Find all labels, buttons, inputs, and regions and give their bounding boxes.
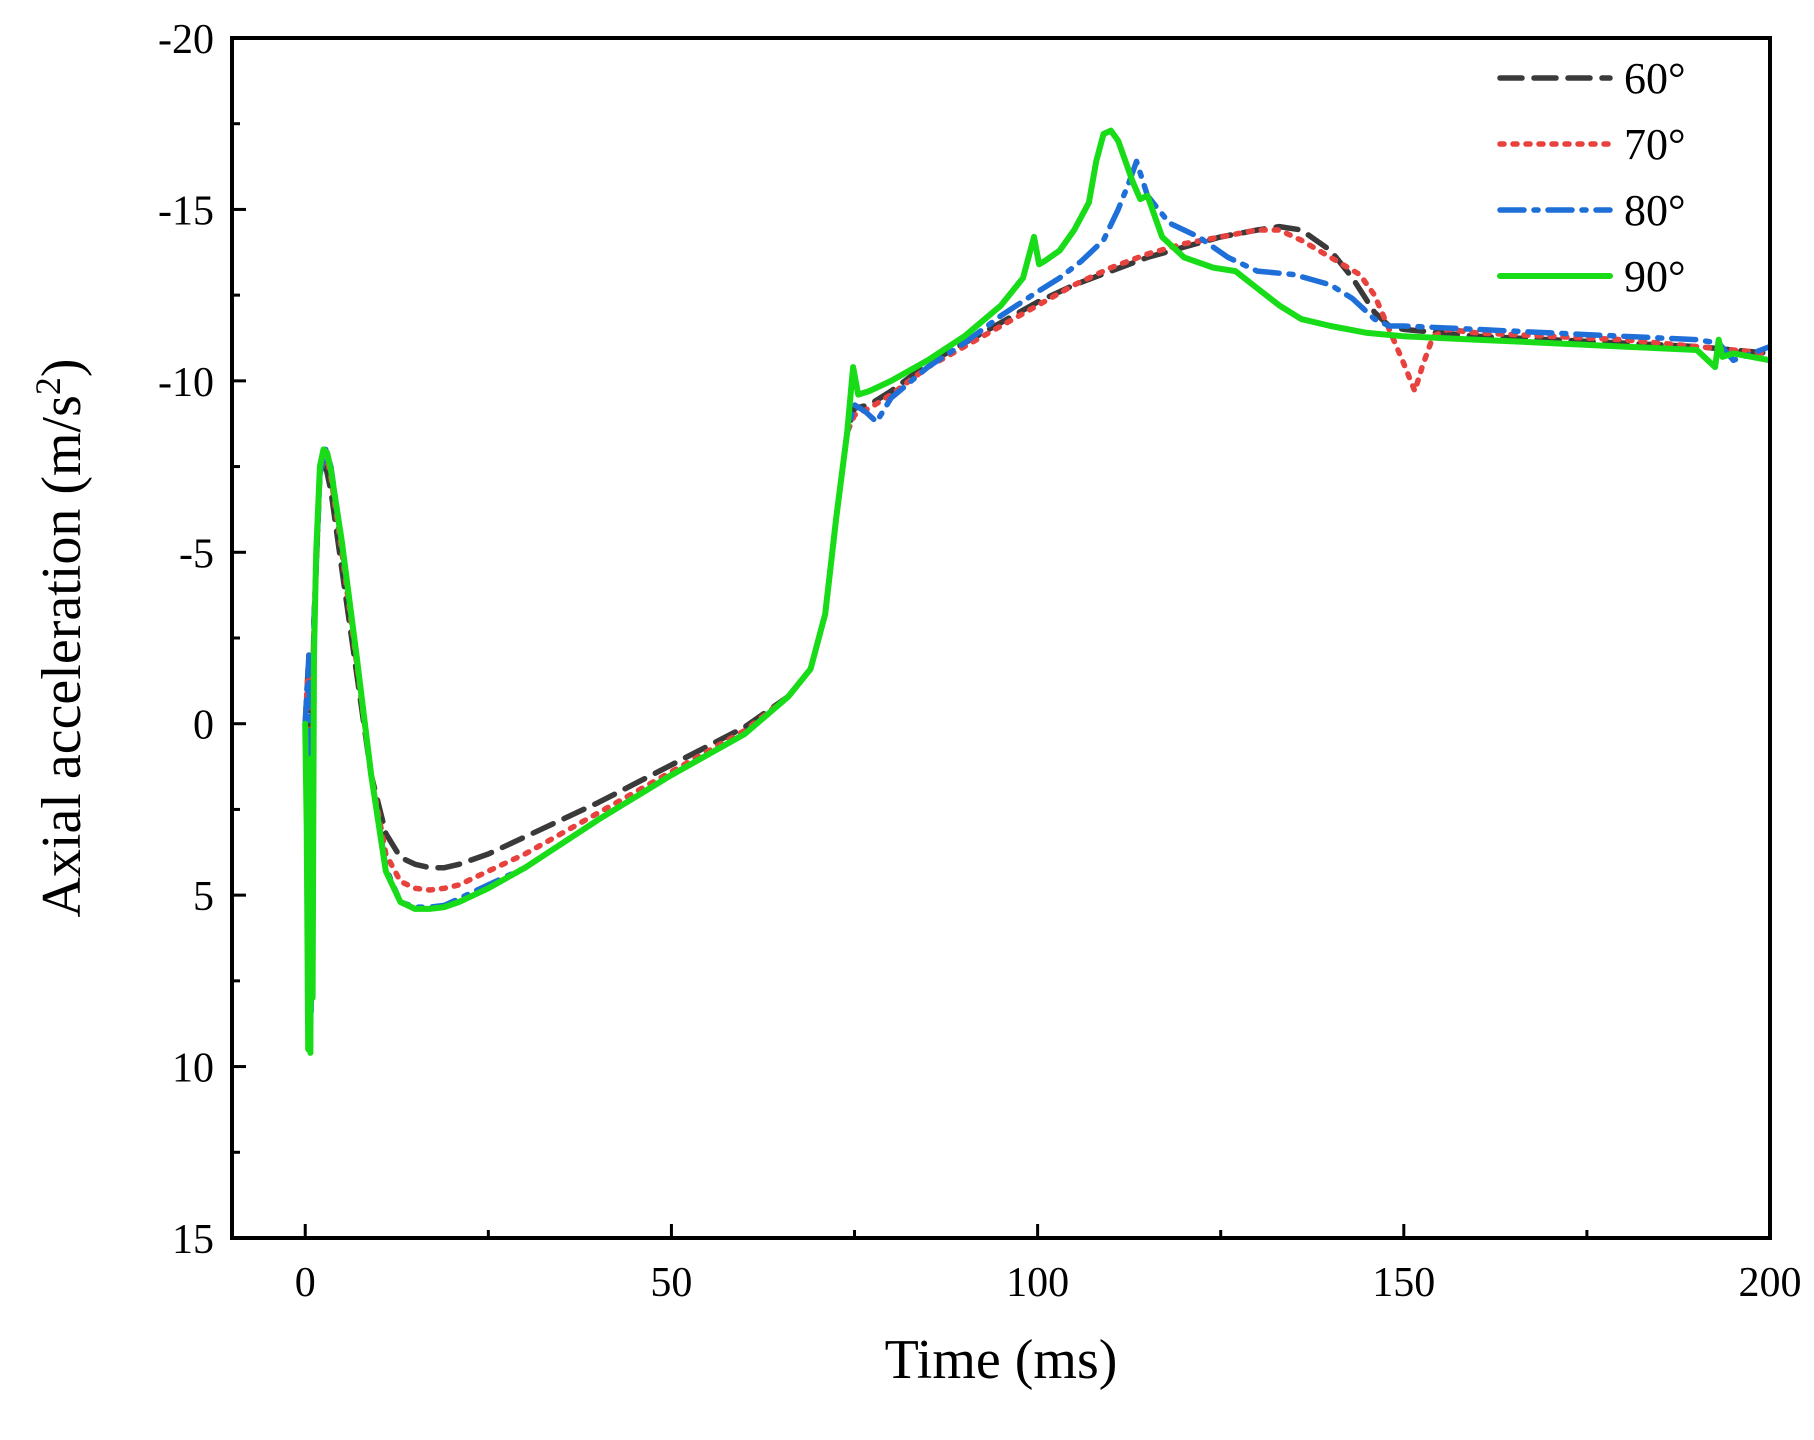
y-tick-label: -10 — [158, 360, 214, 406]
y-tick-label: 15 — [172, 1217, 214, 1263]
y-tick-label: -15 — [158, 188, 214, 234]
y-axis-title-main: Axial acceleration (m/s — [31, 395, 93, 917]
x-tick-label: 0 — [295, 1260, 316, 1306]
series-line-4 — [302, 127, 1770, 1056]
x-tick-label: 200 — [1739, 1260, 1802, 1306]
ticks-layer: 0 50 100 150 200 -20 -15 -10 -5 0 5 10 15 — [158, 17, 1802, 1306]
legend: 60° 70° 80° 90° — [1497, 54, 1686, 301]
x-axis-title: Time (ms) — [885, 1329, 1118, 1391]
y-tick-label: -5 — [179, 531, 214, 577]
plot-frame — [230, 36, 1772, 1240]
y-tick-label: 0 — [193, 703, 214, 749]
y-tick-label: -20 — [158, 17, 214, 63]
legend-label-3: 80° — [1624, 186, 1686, 235]
x-tick-label: 100 — [1006, 1260, 1069, 1306]
series-line-3 — [302, 158, 1770, 1018]
y-tick-label: 10 — [172, 1046, 214, 1092]
x-tick-label: 50 — [650, 1260, 692, 1306]
series-layer — [302, 127, 1770, 1056]
legend-label-1: 60° — [1624, 54, 1686, 103]
y-axis-title-close: ) — [31, 358, 93, 377]
legend-label-4: 90° — [1624, 252, 1686, 301]
series-line-1 — [302, 223, 1770, 871]
x-tick-label: 150 — [1372, 1260, 1435, 1306]
legend-label-2: 70° — [1624, 120, 1686, 169]
y-axis-title-superscript: 2 — [28, 377, 68, 395]
y-tick-label: 5 — [193, 874, 214, 920]
y-axis-title: Axial acceleration (m/s2) — [28, 358, 93, 917]
